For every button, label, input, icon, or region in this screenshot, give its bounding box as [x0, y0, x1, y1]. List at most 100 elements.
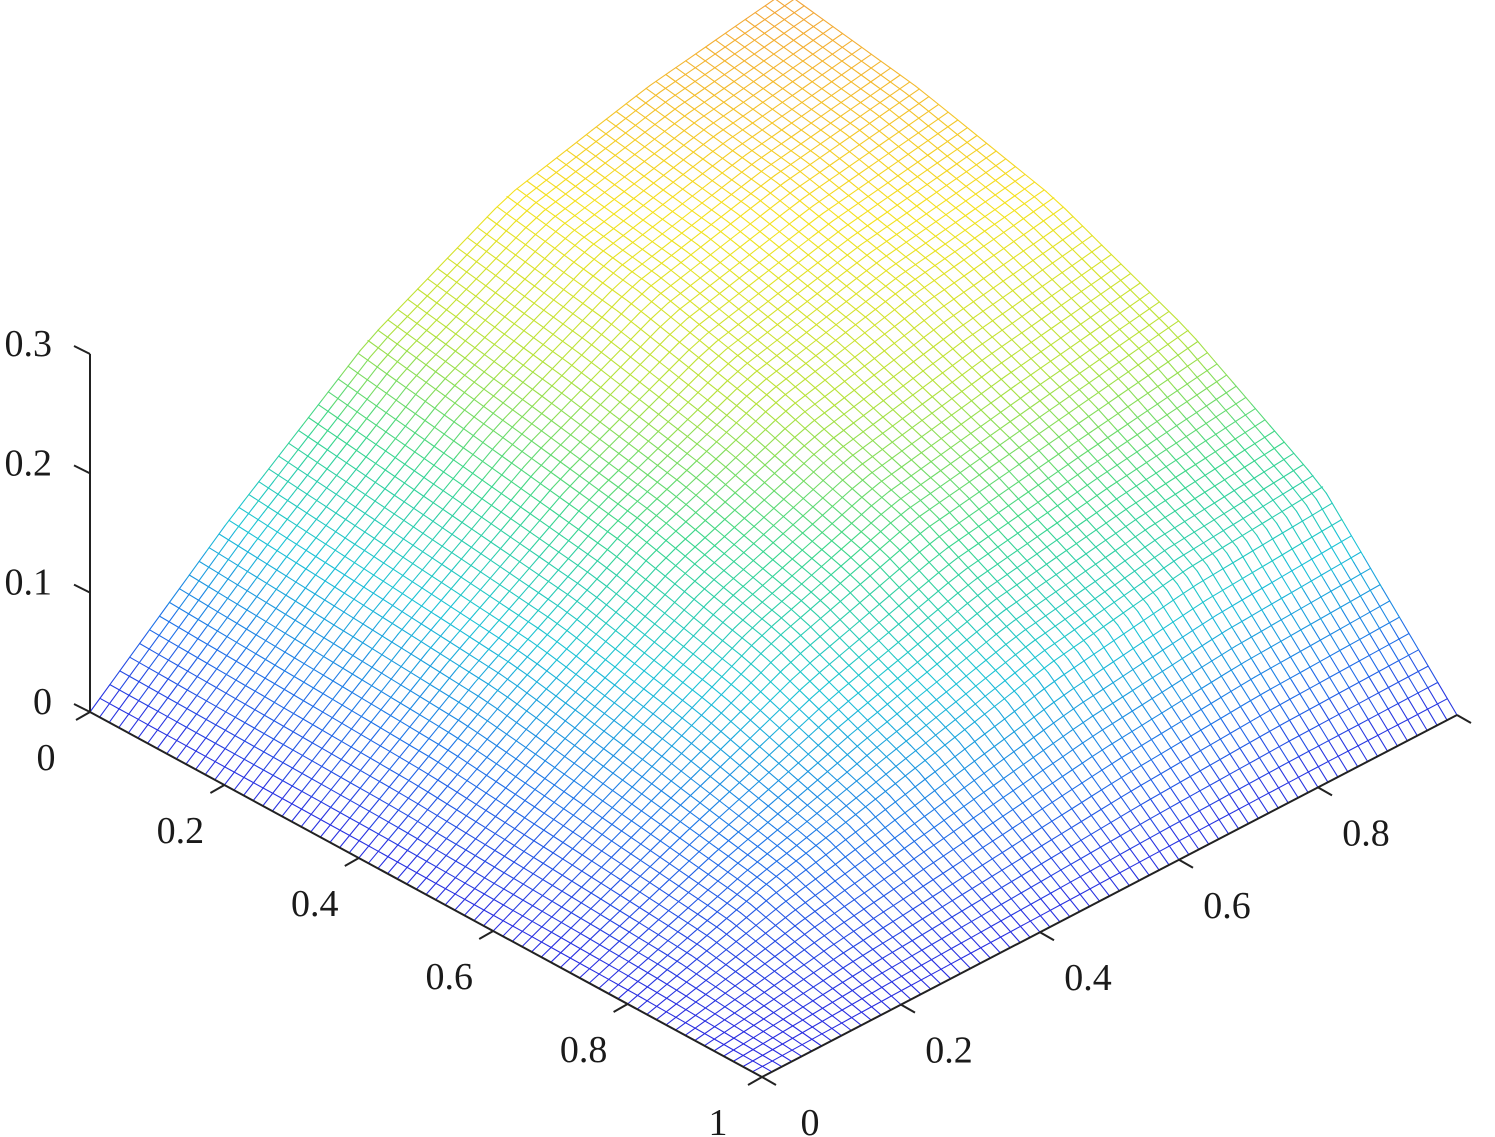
mesh-line-y: [695, 53, 715, 68]
mesh-line-y: [541, 290, 562, 306]
mesh-line-x: [1331, 664, 1352, 677]
mesh-line-y: [1014, 242, 1035, 263]
mesh-line-x: [714, 835, 735, 854]
mesh-line-y: [996, 750, 1017, 776]
mesh-line-x: [792, 489, 813, 509]
mesh-line-y: [841, 767, 862, 786]
mesh-line-x: [762, 669, 784, 690]
mesh-line-y: [400, 517, 420, 532]
mesh-line-x: [1176, 792, 1198, 805]
mesh-line-x: [551, 536, 572, 561]
mesh-line-y: [1146, 339, 1167, 361]
mesh-line-y: [530, 605, 551, 619]
mesh-line-y: [439, 469, 460, 484]
mesh-line-x: [1168, 365, 1189, 380]
mesh-line-y: [1063, 240, 1084, 260]
mesh-line-x: [781, 825, 803, 843]
mesh-line-y: [471, 362, 492, 378]
mesh-line-x: [329, 677, 351, 703]
mesh-line-x: [839, 811, 860, 828]
mesh-line-x: [956, 445, 977, 460]
mesh-line-y: [726, 1007, 747, 1021]
mesh-line-x: [1004, 427, 1025, 442]
mesh-line-x: [1340, 680, 1362, 693]
mesh-line-x: [1042, 637, 1063, 653]
mesh-line-x: [655, 1003, 677, 1021]
mesh-line-y: [863, 970, 883, 989]
mesh-line-x: [966, 171, 988, 187]
mesh-line-x: [599, 435, 621, 456]
mesh-line-y: [303, 566, 323, 580]
mesh-line-y: [648, 253, 669, 269]
mesh-line-x: [1070, 716, 1092, 732]
mesh-line-y: [405, 332, 426, 348]
mesh-line-y: [187, 612, 208, 626]
mesh-line-x: [946, 371, 968, 387]
mesh-line-y: [948, 477, 968, 498]
mesh-line-y: [284, 555, 305, 569]
mesh-line-y: [678, 480, 699, 498]
mesh-line-x: [1071, 532, 1092, 548]
mesh-line-y: [1028, 389, 1049, 410]
mesh-line-y: [632, 698, 653, 714]
mesh-line-y: [1037, 679, 1058, 708]
mesh-line-y: [330, 603, 351, 617]
mesh-line-x: [396, 822, 418, 847]
mesh-line-y: [937, 793, 958, 818]
mesh-line-x: [407, 362, 429, 386]
mesh-line-y: [662, 922, 683, 936]
mesh-line-y: [1087, 644, 1108, 674]
mesh-line-x: [732, 1049, 754, 1062]
mesh-line-y: [976, 489, 997, 511]
mesh-line-y: [983, 583, 1003, 605]
mesh-line-x: [648, 370, 669, 391]
mesh-line-x: [503, 574, 524, 599]
mesh-line-y: [817, 615, 838, 636]
mesh-line-y: [895, 890, 916, 912]
mesh-line-y: [874, 375, 895, 395]
mesh-line-x: [531, 804, 552, 827]
mesh-line-y: [658, 245, 678, 261]
mesh-line-y: [625, 103, 646, 118]
mesh-line-y: [1025, 488, 1045, 510]
mesh-line-x: [935, 881, 956, 895]
mesh-line-x: [608, 790, 629, 812]
mesh-line-y: [1065, 739, 1086, 767]
mesh-line-y: [424, 346, 445, 361]
mesh-line-y: [802, 250, 823, 267]
mesh-line-x: [646, 970, 667, 988]
mesh-line-x: [417, 335, 438, 357]
mesh-line-x: [610, 272, 631, 293]
mesh-line-x: [647, 538, 669, 559]
mesh-line-x: [282, 499, 303, 526]
mesh-line-x: [810, 915, 831, 931]
mesh-line-x: [541, 600, 563, 624]
mesh-line-y: [307, 416, 328, 431]
mesh-line-x: [706, 168, 728, 186]
mesh-line-y: [1112, 494, 1132, 516]
mesh-line-y: [158, 615, 179, 628]
mesh-line-y: [823, 445, 844, 464]
mesh-line-x: [349, 395, 371, 421]
mesh-line-x: [937, 361, 958, 378]
mesh-line-y: [982, 327, 1003, 348]
mesh-line-y: [876, 600, 896, 622]
mesh-line-x: [945, 748, 966, 764]
mesh-line-x: [1119, 665, 1140, 679]
mesh-line-x: [637, 811, 658, 832]
mesh-line-x: [984, 575, 1005, 591]
mesh-line-x: [1137, 851, 1159, 864]
mesh-line-x: [801, 565, 823, 585]
mesh-line-x: [925, 966, 947, 978]
mesh-line-y: [745, 1019, 765, 1033]
mesh-line-x: [896, 937, 918, 950]
mesh-line-y: [958, 741, 979, 766]
mesh-line-x: [1014, 307, 1035, 322]
mesh-line-x: [522, 657, 543, 681]
mesh-line-x: [493, 638, 514, 662]
mesh-line-x: [755, 38, 776, 54]
mesh-line-y: [1071, 846, 1092, 873]
mesh-line-y: [461, 685, 481, 699]
mesh-line-y: [795, 168, 816, 185]
mesh-line-y: [1008, 403, 1029, 424]
